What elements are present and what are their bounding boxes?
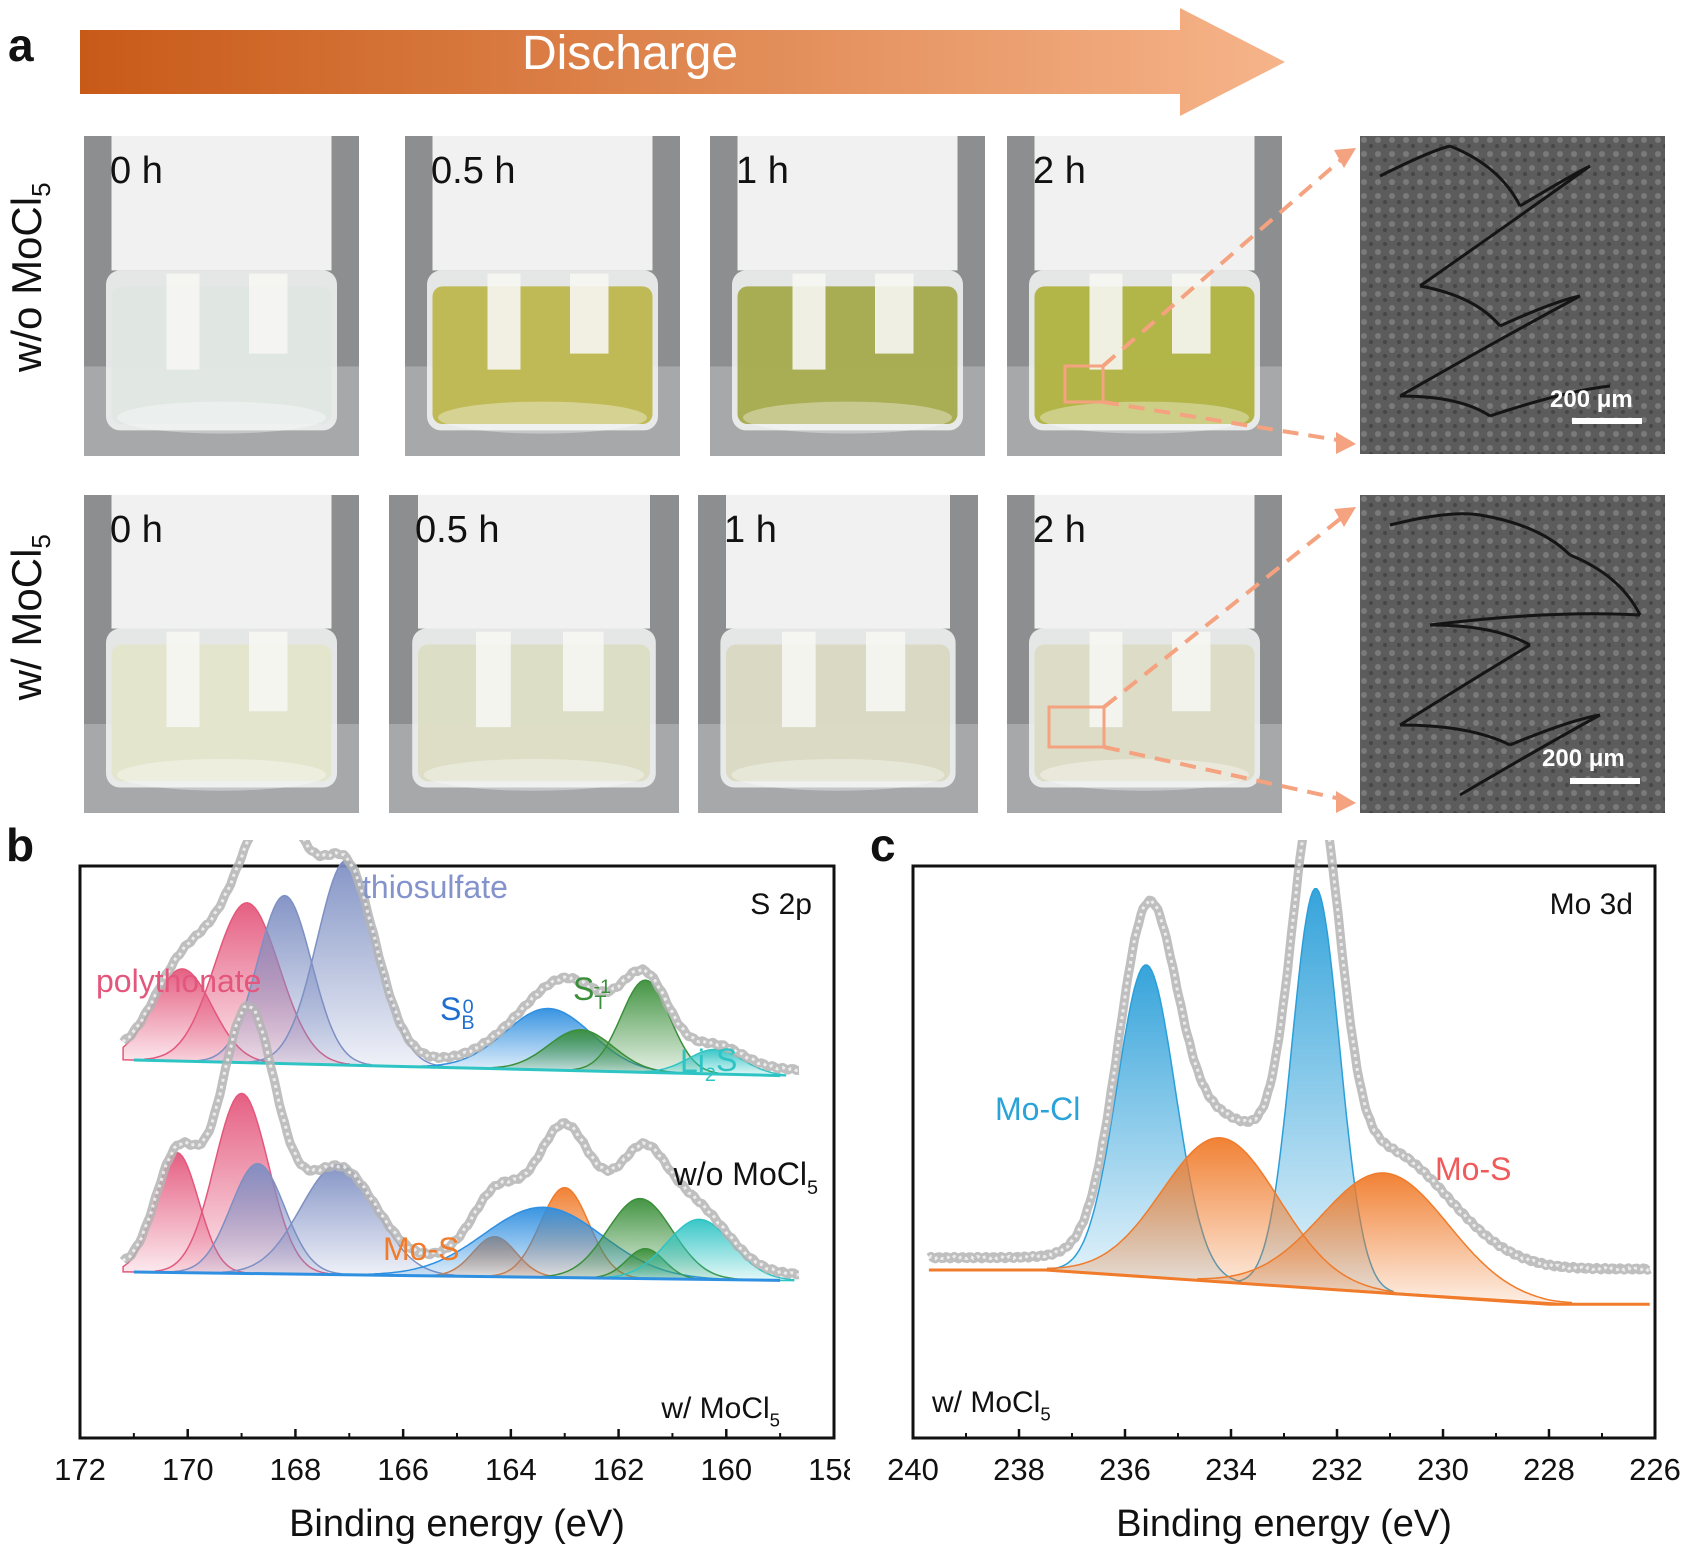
scale-bar-label: 200 μm xyxy=(1550,386,1633,413)
x-tick-label: 164 xyxy=(485,1452,537,1487)
time-label: 0 h xyxy=(110,509,163,551)
zoom-box xyxy=(1063,364,1105,404)
mo3d-chart: 240 238 236 234 232 230 228 226 Binding energy (… xyxy=(887,840,1681,1545)
zoom-box xyxy=(1047,705,1106,749)
beaker-photo: 2 h xyxy=(1007,136,1282,456)
peak-label-polythonate: polythonate xyxy=(96,963,261,999)
fit-peak xyxy=(1197,1172,1573,1305)
zoom-callouts xyxy=(1047,148,1356,813)
callout-line xyxy=(1103,745,1351,803)
time-label: 2 h xyxy=(1033,509,1086,551)
panel-c-label: c xyxy=(870,819,896,871)
callout-arrowhead xyxy=(1336,791,1356,813)
baseline xyxy=(133,1270,781,1282)
chart-title: Mo 3d xyxy=(1550,888,1633,921)
scale-bar-label: 200 μm xyxy=(1542,745,1625,772)
chart-title: S 2p xyxy=(750,888,812,921)
callout-line xyxy=(1102,400,1351,444)
sample-label-without-mocl5: w/o MoCl5 xyxy=(673,1156,818,1199)
x-tick-label: 172 xyxy=(54,1452,106,1487)
x-tick-label: 230 xyxy=(1417,1452,1469,1487)
time-label: 2 h xyxy=(1033,150,1086,192)
sem-image: 200 μm xyxy=(1360,136,1665,454)
x-tick-label: 228 xyxy=(1523,1452,1575,1487)
x-tick-label: 170 xyxy=(162,1452,214,1487)
x-axis-label: Binding energy (eV) xyxy=(289,1503,625,1545)
peak-label-st-1: ST-1 xyxy=(573,971,611,1014)
discharge-arrow xyxy=(80,8,1285,116)
beaker-photo: 0 h xyxy=(84,136,359,456)
x-tick-label: 160 xyxy=(700,1452,752,1487)
x-tick-label: 168 xyxy=(270,1452,322,1487)
callout-line xyxy=(1102,509,1352,709)
callout-arrowhead xyxy=(1334,507,1356,527)
callout-line xyxy=(1101,150,1352,368)
beaker-photo: 0.5 h xyxy=(405,136,680,456)
x-tick-label: 236 xyxy=(1099,1452,1151,1487)
beaker-photo: 0.5 h xyxy=(389,495,679,813)
x-axis-label: Binding energy (eV) xyxy=(1116,1503,1452,1545)
sem-image: 200 μm xyxy=(1360,495,1665,813)
peak-label-thiosulfate: thiosulfate xyxy=(362,869,508,905)
beaker-photo: 0 h xyxy=(84,495,359,813)
panel-a-label: a xyxy=(8,19,34,71)
beaker-photo: 1 h xyxy=(710,136,985,456)
peak-label-mo-s: Mo-S xyxy=(1435,1151,1511,1187)
s2p-chart: 172 170 168 166 164 162 160 158 Binding energy (… xyxy=(54,840,850,1545)
sample-label-with-mocl5: w/ MoCl5 xyxy=(931,1386,1051,1424)
peak-label-sb0: SB0 xyxy=(440,991,475,1034)
peak-label-mo-s: Mo-S xyxy=(383,1231,459,1267)
callout-arrowhead xyxy=(1334,148,1356,168)
x-tick-label: 234 xyxy=(1205,1452,1257,1487)
panel-b-label: b xyxy=(6,819,35,871)
raw-data-points xyxy=(122,1003,800,1277)
callout-arrowhead xyxy=(1336,432,1356,454)
x-tick-label: 162 xyxy=(593,1452,645,1487)
time-label: 1 h xyxy=(736,150,789,192)
raw-data-points xyxy=(928,840,1651,1272)
peak-label-mo-cl: Mo-Cl xyxy=(995,1091,1080,1127)
sample-label-with-mocl5: w/ MoCl5 xyxy=(660,1392,780,1430)
x-tick-label: 158 xyxy=(808,1452,850,1487)
time-label: 0.5 h xyxy=(415,509,500,551)
baseline xyxy=(928,1268,1650,1306)
time-label: 0 h xyxy=(110,150,163,192)
x-tick-label: 240 xyxy=(887,1452,939,1487)
x-tick-label: 232 xyxy=(1311,1452,1363,1487)
peak-label-li2s: Li2S xyxy=(680,1042,737,1086)
x-tick-label: 166 xyxy=(377,1452,429,1487)
x-tick-label: 238 xyxy=(993,1452,1045,1487)
discharge-label: Discharge xyxy=(521,27,739,80)
x-tick-label: 226 xyxy=(1629,1452,1681,1487)
baseline xyxy=(133,1058,781,1078)
time-label: 1 h xyxy=(724,509,777,551)
raw-data-points xyxy=(121,840,800,1073)
beaker-photo: 1 h xyxy=(698,495,978,813)
time-label: 0.5 h xyxy=(431,150,516,192)
plot-frame xyxy=(78,864,836,1440)
